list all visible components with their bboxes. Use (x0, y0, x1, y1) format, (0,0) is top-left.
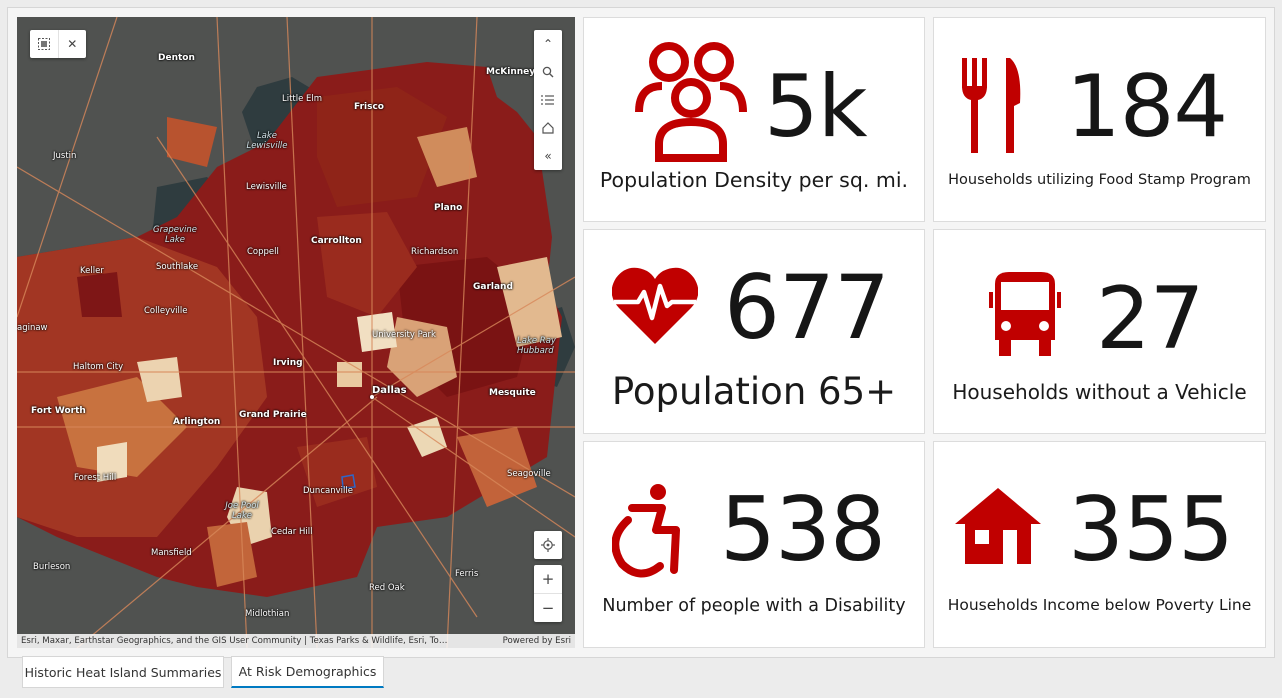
map-label-keller: Keller (80, 266, 104, 276)
map-tools-panel: ⌃ « (534, 30, 562, 170)
map-label-garland: Garland (473, 282, 513, 292)
map-label-dallas: Dallas (372, 385, 407, 396)
map-basemap (17, 17, 575, 648)
card-value: 355 (1068, 478, 1234, 581)
map-attribution: Esri, Maxar, Earthstar Geographics, and … (17, 634, 575, 648)
card-caption: Households Income below Poverty Line (947, 596, 1252, 614)
map-label-saginaw: aginaw (17, 323, 48, 333)
zoom-out-button[interactable]: − (534, 593, 562, 622)
selection-toolbar: ✕ (30, 30, 86, 58)
zoom-widget: + − (534, 565, 562, 622)
clear-selection-button[interactable]: ✕ (57, 30, 87, 58)
indicator-card-disability: 538 Number of people with a Disability (583, 441, 925, 648)
collapse-panel-button[interactable]: « (534, 142, 562, 170)
map-label-irving: Irving (273, 358, 303, 368)
map-label-haltom-city: Haltom City (73, 362, 124, 372)
map-label-arlington: Arlington (173, 417, 221, 427)
bus-icon (989, 272, 1061, 356)
map-label-mckinney: McKinney (486, 67, 536, 77)
map-dallas-marker (370, 395, 374, 399)
map-label-southlake: Southlake (156, 262, 199, 272)
map-label-seagoville: Seagoville (507, 469, 551, 479)
select-features-icon (37, 38, 50, 50)
card-value: 538 (720, 478, 886, 581)
plus-icon: + (541, 570, 555, 588)
map-label-red-oak: Red Oak (369, 583, 405, 593)
locate-button[interactable] (534, 531, 562, 559)
map-label-midlothian: Midlothian (245, 609, 290, 619)
card-value: 184 (1066, 57, 1228, 157)
chevrons-left-icon: « (544, 149, 552, 163)
map-label-lewisville: Lewisville (246, 182, 287, 192)
attribution-text: Esri, Maxar, Earthstar Geographics, and … (21, 636, 448, 646)
wheelchair-icon (612, 484, 680, 578)
tab-label: Historic Heat Island Summaries (24, 664, 222, 680)
card-value: 677 (724, 256, 890, 359)
fork-knife-icon (962, 58, 1021, 153)
indicator-card-no-vehicle: 27 Households without a Vehicle (933, 229, 1266, 434)
map-label-joe-pool-lake: Joe Pool Lake (225, 501, 259, 521)
search-button[interactable] (534, 58, 562, 86)
map-label-plano: Plano (434, 203, 463, 213)
zoom-in-button[interactable]: + (534, 565, 562, 593)
map-label-fort-worth: Fort Worth (31, 406, 86, 416)
map-label-denton: Denton (158, 53, 195, 63)
card-caption: Number of people with a Disability (602, 596, 906, 616)
tab-at-risk-demographics[interactable]: At Risk Demographics (231, 656, 384, 688)
map-label-burleson: Burleson (33, 562, 71, 572)
tab-historic-heat-island-summaries[interactable]: Historic Heat Island Summaries (22, 656, 224, 688)
map-label-little-elm: Little Elm (282, 94, 323, 104)
indicator-card-food-stamps: 184 Households utilizing Food Stamp Prog… (933, 17, 1266, 222)
card-caption: Households utilizing Food Stamp Program (948, 172, 1251, 188)
card-caption: Population Density per sq. mi. (599, 168, 909, 192)
home-icon (542, 122, 554, 134)
map-label-mansfield: Mansfield (151, 548, 192, 558)
card-value: 27 (1096, 269, 1204, 369)
map-label-colleyville: Colleyville (144, 306, 188, 316)
indicator-card-poverty: 355 Households Income below Poverty Line (933, 441, 1266, 648)
select-features-button[interactable] (30, 30, 58, 58)
heart-pulse-icon (612, 267, 698, 344)
search-icon (542, 66, 554, 78)
card-caption: Households without a Vehicle (952, 380, 1247, 404)
map-label-frisco: Frisco (354, 102, 384, 112)
locate-widget (534, 531, 562, 559)
map-label-grapevine-lake: Grapevine Lake (153, 225, 197, 245)
map-label-richardson: Richardson (411, 247, 459, 257)
map-label-forest-hill: Forest Hill (74, 473, 117, 483)
close-icon: ✕ (67, 37, 78, 51)
map-label-carrollton: Carrollton (311, 236, 362, 246)
map-label-coppell: Coppell (247, 247, 279, 257)
indicator-card-population-65: 677 Population 65+ (583, 229, 925, 434)
map-label-mesquite: Mesquite (489, 388, 536, 398)
people-group-icon (635, 42, 747, 162)
map-label-cedar-hill: Cedar Hill (271, 527, 313, 537)
powered-by-esri[interactable]: Powered by Esri (502, 636, 571, 646)
legend-list-icon (541, 95, 554, 105)
card-value: 5k (764, 57, 868, 157)
tab-label: At Risk Demographics (238, 664, 377, 679)
map-label-justin: Justin (53, 151, 77, 161)
chevrons-up-icon: ⌃ (542, 37, 554, 51)
map-label-ferris: Ferris (455, 569, 479, 579)
map-view[interactable]: Denton McKinney Little Elm Frisco Lake L… (17, 17, 575, 648)
indicator-card-population-density: 5k Population Density per sq. mi. (583, 17, 925, 222)
map-label-grand-prairie: Grand Prairie (239, 410, 307, 420)
card-caption: Population 65+ (611, 370, 897, 413)
locate-icon (541, 538, 555, 552)
home-button[interactable] (534, 114, 562, 142)
map-label-lake-lewisville: Lake Lewisville (246, 131, 288, 151)
legend-button[interactable] (534, 86, 562, 114)
map-label-university-park: University Park (372, 330, 436, 340)
collapse-tools-button[interactable]: ⌃ (534, 30, 562, 58)
map-label-lake-ray-hubbard: Lake Ray Hubbard (517, 336, 556, 356)
map-label-duncanville: Duncanville (303, 486, 353, 496)
house-icon (955, 488, 1041, 564)
minus-icon: − (541, 599, 555, 617)
